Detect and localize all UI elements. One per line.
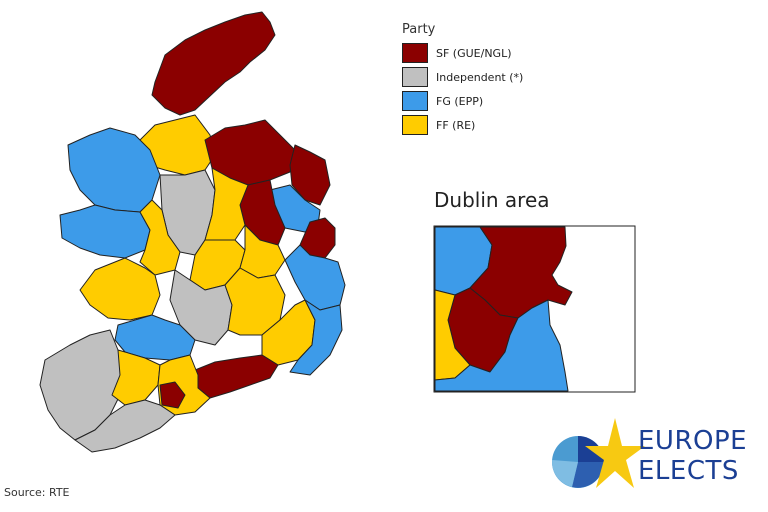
source-note: Source: RTE <box>4 486 70 499</box>
region-limerick <box>114 314 196 361</box>
legend-title: Party <box>402 22 436 37</box>
legend-swatch-ff <box>402 115 428 135</box>
region-wexford <box>289 299 343 376</box>
inset-fg-south <box>434 299 569 392</box>
legend-item-sf: SF (GUE/NGL) <box>402 41 523 65</box>
region-kerry <box>39 329 126 441</box>
region-donegal <box>151 11 276 116</box>
region-cork-sw <box>74 399 176 453</box>
legend: Party SF (GUE/NGL) Independent (*) FG (E… <box>402 22 523 137</box>
legend-label-sf: SF (GUE/NGL) <box>436 46 512 60</box>
legend-item-ff: FF (RE) <box>402 113 523 137</box>
logo-text-europe: EUROPE <box>638 426 748 456</box>
region-louth <box>289 144 331 206</box>
inset-title: Dublin area <box>434 188 550 212</box>
legend-swatch-sf <box>402 43 428 63</box>
legend-label-ff: FF (RE) <box>436 118 476 132</box>
legend-swatch-fg <box>402 91 428 111</box>
region-clare <box>79 257 161 321</box>
legend-swatch-independent <box>402 67 428 87</box>
legend-item-independent: Independent (*) <box>402 65 523 89</box>
logo-text-elects: ELECTS <box>638 456 739 486</box>
region-cork-city <box>159 381 186 409</box>
legend-item-fg: FG (EPP) <box>402 89 523 113</box>
region-waterford <box>194 354 279 399</box>
legend-label-independent: Independent (*) <box>436 70 524 84</box>
region-galway-west <box>59 204 151 259</box>
dublin-inset-map <box>433 225 636 393</box>
legend-label-fg: FG (EPP) <box>436 94 484 108</box>
star-icon <box>585 418 645 488</box>
region-cork-nw <box>111 349 161 406</box>
europe-elects-logo-mark <box>551 418 645 488</box>
